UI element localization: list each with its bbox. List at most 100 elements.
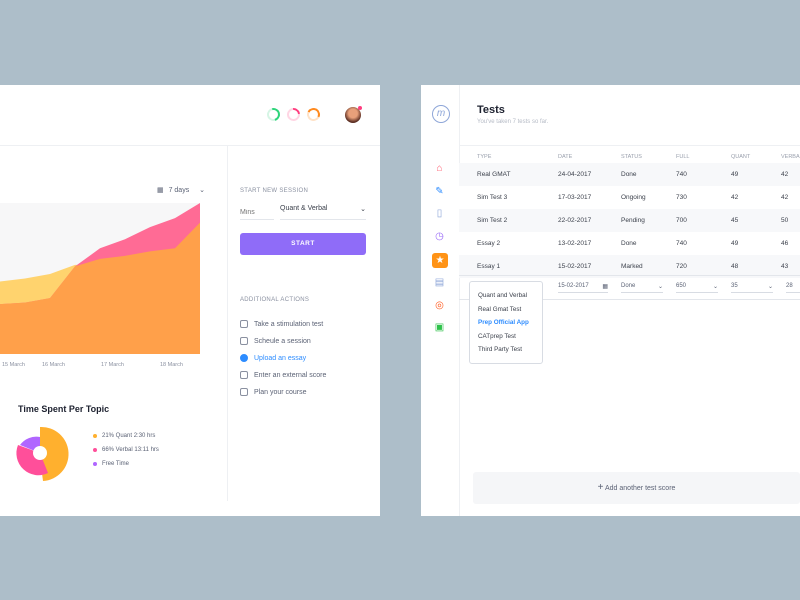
quant-select[interactable]: 35 ⌄ <box>731 283 773 293</box>
table-cell: 42 <box>731 194 739 201</box>
table-cell: Essay 1 <box>477 263 501 270</box>
table-cell: 50 <box>781 217 789 224</box>
table-row[interactable]: Sim Test 2 22-02-2017 Pending 700 45 50 <box>459 209 800 232</box>
plus-icon: + <box>597 482 604 493</box>
table-cell: 43 <box>781 263 789 270</box>
legend-dot <box>93 434 97 438</box>
progress-ring-green[interactable] <box>264 105 283 124</box>
legend-item: 21% Quant 2:30 hrs <box>93 433 155 439</box>
legend-item: 66% Verbal 13:11 hrs <box>93 447 159 453</box>
dashboard-panel: ▦ 7 days ⌄ 15 March 16 March 17 March 18 Ma… <box>0 85 380 516</box>
presentation-icon[interactable]: ▣ <box>434 322 445 333</box>
status-select[interactable]: Done ⌄ <box>621 283 663 293</box>
lifebuoy-icon[interactable]: ◎ <box>435 300 444 311</box>
session-heading: START NEW SESSION <box>240 188 309 194</box>
chevron-down-icon: ⌄ <box>360 206 366 213</box>
document-icon <box>240 388 248 396</box>
calendar-icon: ▦ <box>602 284 608 290</box>
topic-title: Time Spent Per Topic <box>18 404 110 414</box>
edit-row: 15-02-2017 ▦ Done ⌄ 650 ⌄ 35 ⌄ 28 <box>459 275 800 300</box>
column-header: QUANT <box>731 154 751 160</box>
progress-ring-pink[interactable] <box>284 105 303 124</box>
area-chart: 15 March 16 March 17 March 18 March <box>0 203 200 368</box>
x-tick-label: 15 March <box>2 362 25 368</box>
table-cell: 700 <box>676 217 687 224</box>
avatar[interactable] <box>345 107 361 123</box>
table-cell: Ongoing <box>621 194 646 201</box>
table-cell: Real GMAT <box>477 171 511 178</box>
topic-donut-chart <box>16 426 69 481</box>
dropdown-option[interactable]: Real Gmat Test <box>478 305 522 313</box>
table-row[interactable]: Real GMAT 24-04-2017 Done 740 49 42 <box>459 163 800 186</box>
add-test-score-button[interactable]: + Add another test score <box>473 472 800 504</box>
pin-icon[interactable]: ✎ <box>435 186 444 197</box>
donut-verbal <box>16 445 48 476</box>
table-cell: Done <box>621 171 637 178</box>
column-header: FULL <box>676 154 690 160</box>
date-input[interactable]: 15-02-2017 ▦ <box>558 283 608 293</box>
table-cell: Essay 2 <box>477 240 501 247</box>
table-row[interactable]: Essay 2 13-02-2017 Done 740 49 46 <box>459 232 800 255</box>
actions-heading: ADDITIONAL ACTIONS <box>240 297 310 303</box>
legend-dot <box>93 448 97 452</box>
column-header: DATE <box>558 154 573 160</box>
table-cell: 46 <box>781 240 789 247</box>
chevron-down-icon: ⌄ <box>657 284 663 290</box>
action-item[interactable]: Take a stimulation test <box>240 320 323 328</box>
page-subtitle: You've taken 7 tests so far. <box>477 119 549 125</box>
x-tick-label: 17 March <box>101 362 124 368</box>
full-select[interactable]: 650 ⌄ <box>676 283 718 293</box>
table-cell: 15-02-2017 <box>558 263 592 270</box>
date-range-select[interactable]: ▦ 7 days ⌄ <box>157 187 206 194</box>
chevron-down-icon: ⌄ <box>712 284 718 290</box>
table-cell: Sim Test 3 <box>477 194 508 201</box>
area-series-2 <box>0 222 200 354</box>
calendar-icon <box>240 337 248 345</box>
test-type-dropdown: Quant and Verbal Real Gmat Test Prep Offic… <box>469 281 543 364</box>
dropdown-option[interactable]: CATprep Test <box>478 332 516 340</box>
table-cell: 720 <box>676 263 687 270</box>
start-button[interactable]: START <box>240 233 366 255</box>
column-header: TYPE <box>477 154 492 160</box>
upload-icon <box>240 354 248 362</box>
table-cell: 17-03-2017 <box>558 194 592 201</box>
keyboard-icon <box>240 371 248 379</box>
dropdown-option[interactable]: Quant and Verbal <box>478 292 528 299</box>
verbal-select[interactable]: 28 <box>786 283 800 293</box>
table-cell: Done <box>621 240 637 247</box>
table-cell: 22-02-2017 <box>558 217 592 224</box>
chevron-down-icon: ⌄ <box>199 187 206 194</box>
chevron-down-icon: ⌄ <box>767 284 773 290</box>
column-header: STATUS <box>621 154 642 160</box>
clock-icon[interactable]: ◷ <box>435 231 444 242</box>
x-tick-label: 16 March <box>42 362 65 368</box>
progress-ring-orange[interactable] <box>305 106 322 123</box>
dropdown-option[interactable]: Third Party Test <box>478 346 522 353</box>
donut-quant <box>40 426 69 481</box>
action-item[interactable]: Upload an essay <box>240 354 306 362</box>
table-cell: 49 <box>731 240 739 247</box>
page-title: Tests <box>477 104 505 116</box>
table-row[interactable]: Essay 1 15-02-2017 Marked 720 48 43 <box>459 255 800 278</box>
logo-icon[interactable]: m <box>432 105 450 123</box>
legend-dot <box>93 462 97 466</box>
topic-select[interactable]: Quant & Verbal ⌄ <box>280 205 366 220</box>
action-item[interactable]: Plan your course <box>240 388 307 396</box>
document-icon[interactable]: ▯ <box>436 208 443 219</box>
table-cell: 42 <box>781 171 789 178</box>
table-cell: 48 <box>731 263 739 270</box>
stopwatch-icon <box>240 320 248 328</box>
mins-input[interactable] <box>240 205 274 220</box>
dropdown-option[interactable]: Prep Official App <box>478 319 529 326</box>
action-item[interactable]: Enter an external score <box>240 371 326 379</box>
table-cell: 740 <box>676 240 687 247</box>
calendar-icon[interactable]: ▤ <box>434 277 445 288</box>
table-row[interactable]: Sim Test 3 17-03-2017 Ongoing 730 42 42 <box>459 186 800 209</box>
home-icon[interactable]: ⌂ <box>436 163 443 174</box>
table-cell: 13-02-2017 <box>558 240 592 247</box>
star-icon[interactable]: ★ <box>432 253 448 268</box>
action-item[interactable]: Scheule a session <box>240 337 311 345</box>
notification-dot <box>358 106 362 110</box>
table-cell: 49 <box>731 171 739 178</box>
table-header: TYPE DATE STATUS FULL QUANT VERBAL <box>459 146 800 169</box>
